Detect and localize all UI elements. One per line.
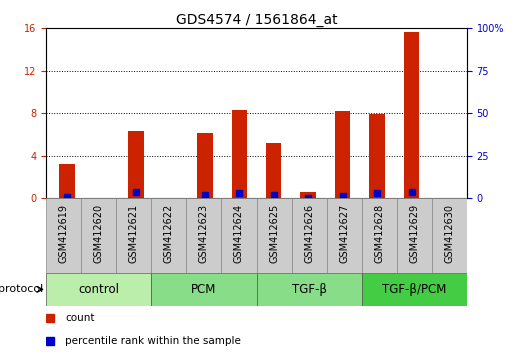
Bar bbox=[432, 198, 467, 273]
Bar bbox=[266, 143, 282, 198]
Text: control: control bbox=[78, 283, 119, 296]
Text: GSM412630: GSM412630 bbox=[444, 204, 455, 263]
Bar bbox=[46, 273, 151, 306]
Text: GSM412625: GSM412625 bbox=[269, 204, 279, 263]
Text: GSM412624: GSM412624 bbox=[234, 204, 244, 263]
Bar bbox=[327, 198, 362, 273]
Bar bbox=[151, 273, 256, 306]
Bar bbox=[116, 198, 151, 273]
Bar bbox=[256, 198, 291, 273]
Text: GSM412628: GSM412628 bbox=[374, 204, 384, 263]
Text: GSM412620: GSM412620 bbox=[94, 204, 104, 263]
Text: GSM412627: GSM412627 bbox=[339, 204, 349, 263]
Bar bbox=[362, 198, 397, 273]
Bar bbox=[256, 273, 362, 306]
Text: TGF-β: TGF-β bbox=[291, 283, 327, 296]
Text: protocol: protocol bbox=[0, 284, 44, 295]
Bar bbox=[197, 133, 212, 198]
Text: GSM412622: GSM412622 bbox=[164, 204, 174, 263]
Text: PCM: PCM bbox=[191, 283, 216, 296]
Text: GSM412626: GSM412626 bbox=[304, 204, 314, 263]
Title: GDS4574 / 1561864_at: GDS4574 / 1561864_at bbox=[175, 13, 338, 27]
Bar bbox=[59, 164, 74, 198]
Bar bbox=[362, 273, 467, 306]
Bar bbox=[301, 192, 316, 198]
Bar bbox=[291, 198, 327, 273]
Text: GSM412629: GSM412629 bbox=[409, 204, 419, 263]
Bar bbox=[81, 198, 116, 273]
Text: count: count bbox=[65, 313, 94, 323]
Bar bbox=[369, 114, 385, 198]
Bar bbox=[404, 32, 420, 198]
Bar bbox=[397, 198, 432, 273]
Text: GSM412623: GSM412623 bbox=[199, 204, 209, 263]
Bar bbox=[186, 198, 222, 273]
Bar bbox=[231, 110, 247, 198]
Bar bbox=[151, 198, 186, 273]
Text: percentile rank within the sample: percentile rank within the sample bbox=[65, 336, 241, 346]
Bar bbox=[46, 198, 81, 273]
Text: GSM412621: GSM412621 bbox=[129, 204, 139, 263]
Text: GSM412619: GSM412619 bbox=[58, 204, 69, 263]
Bar bbox=[128, 131, 144, 198]
Bar bbox=[335, 111, 350, 198]
Text: TGF-β/PCM: TGF-β/PCM bbox=[382, 283, 446, 296]
Bar bbox=[222, 198, 256, 273]
